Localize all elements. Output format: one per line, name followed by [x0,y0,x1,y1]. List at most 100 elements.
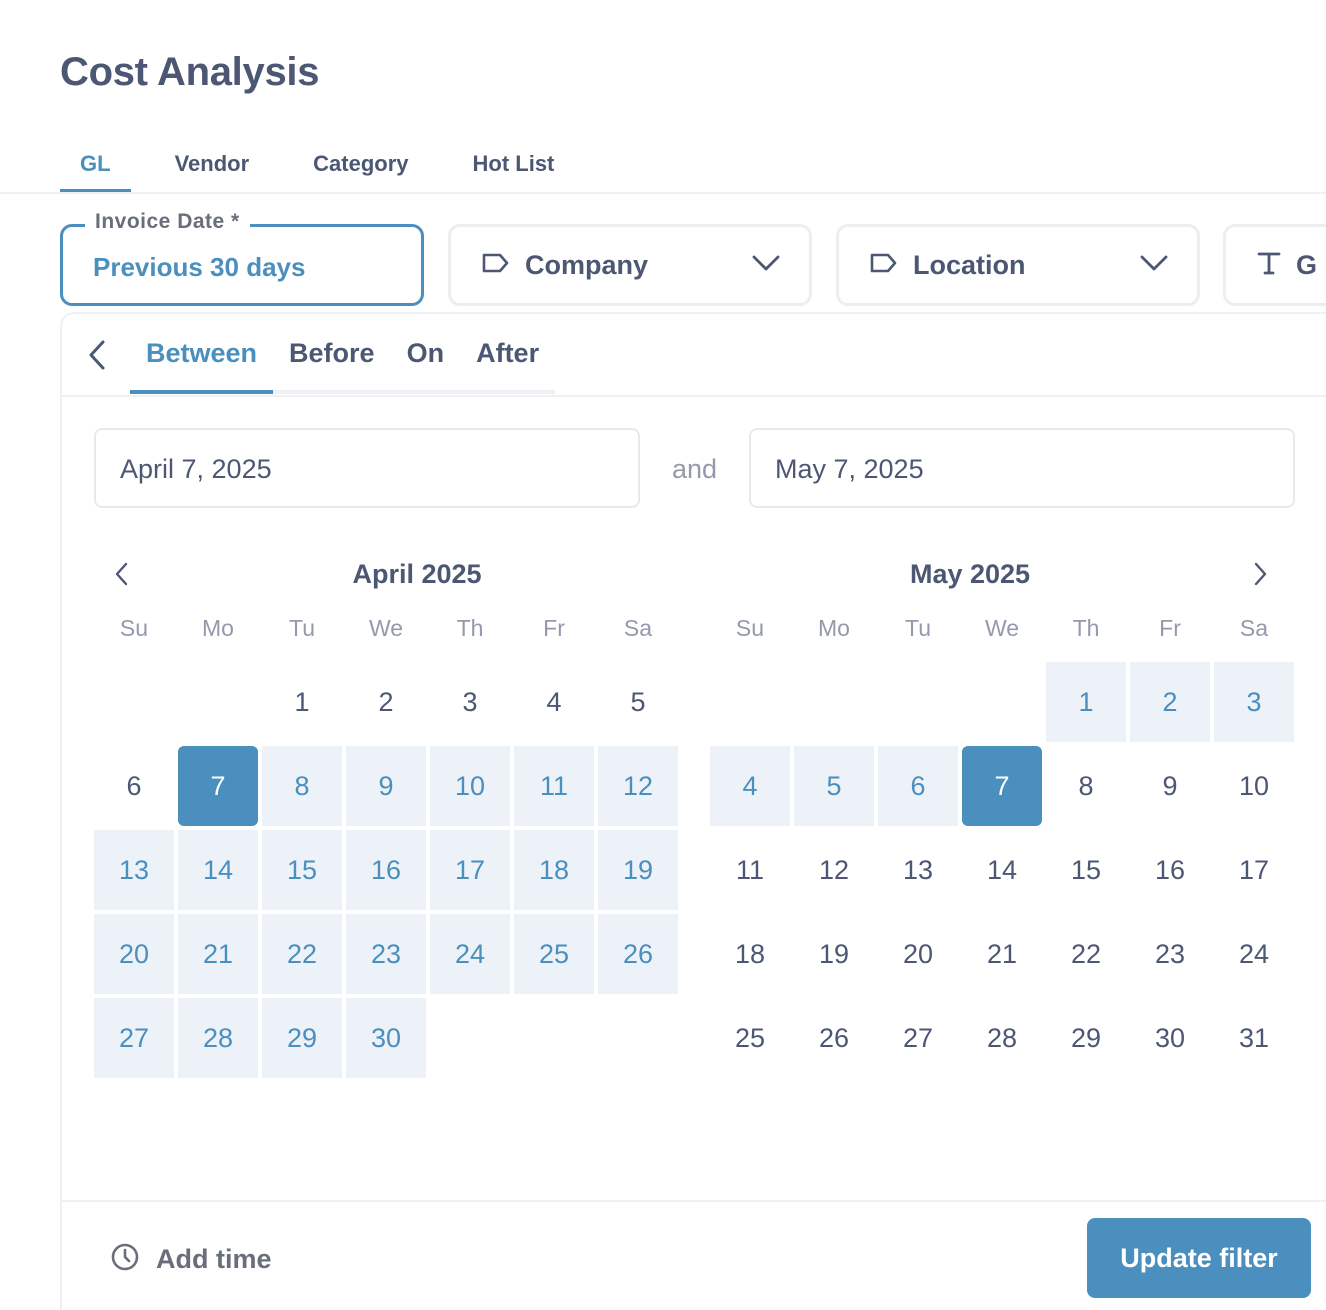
day-cell[interactable]: 18 [514,830,594,910]
day-cell[interactable]: 21 [986,938,1018,969]
update-filter-button[interactable]: Update filter [1087,1218,1311,1298]
tab-between[interactable]: Between [130,314,274,394]
back-chevron-icon[interactable] [87,339,109,376]
empty-day-cell [794,662,874,742]
day-cell[interactable]: 11 [514,746,594,826]
tag-icon [869,251,899,280]
tab-divider [0,192,1326,194]
invoice-date-filter[interactable]: Invoice Date * Previous 30 days [60,210,424,306]
location-filter-label: Location [913,249,1026,280]
day-cell[interactable]: 1 [294,686,310,717]
tab-on[interactable]: On [406,338,445,368]
day-cell[interactable]: 10 [430,746,510,826]
day-cell[interactable]: 13 [94,830,174,910]
day-grid: 1 2 3 4 5 6 7 8 9 10 11 12 13 14 15 16 17 18 19 20 21 22 23 24 2… [710,662,1294,1078]
day-cell[interactable]: 28 [178,998,258,1078]
day-cell[interactable]: 25 [514,914,594,994]
day-cell[interactable]: 21 [178,914,258,994]
weekday-label: Su [119,615,149,641]
day-cell[interactable]: 20 [94,914,174,994]
chevron-down-icon [751,253,781,278]
day-cell[interactable]: 12 [598,746,678,826]
day-cell[interactable]: 23 [1154,938,1186,969]
day-cell[interactable]: 8 [1078,770,1094,801]
day-cell[interactable]: 19 [598,830,678,910]
day-cell[interactable]: 16 [346,830,426,910]
tab-hot-list[interactable]: Hot List [472,151,555,176]
g-filter[interactable]: G [1223,224,1326,306]
day-cell[interactable]: 2 [1130,662,1210,742]
day-cell[interactable]: 4 [710,746,790,826]
day-cell[interactable]: 13 [902,854,934,885]
day-cell[interactable]: 5 [794,746,874,826]
day-cell[interactable]: 22 [1070,938,1102,969]
day-cell[interactable]: 29 [262,998,342,1078]
day-cell[interactable]: 28 [986,1022,1018,1053]
chevron-down-icon [1139,253,1169,278]
day-cell[interactable]: 15 [262,830,342,910]
add-time-label: Add time [156,1244,272,1274]
day-cell[interactable]: 12 [818,854,850,885]
weekday-label: We [368,615,404,641]
tab-category[interactable]: Category [313,151,409,176]
weekday-header: Su Mo Tu We Th Fr Sa [710,606,1294,662]
day-cell[interactable]: 27 [902,1022,934,1053]
day-cell[interactable]: 11 [735,854,765,885]
day-cell[interactable]: 7 [178,746,258,826]
day-cell[interactable]: 17 [1238,854,1270,885]
day-cell[interactable]: 22 [262,914,342,994]
day-cell[interactable]: 1 [1046,662,1126,742]
day-cell[interactable]: 7 [962,746,1042,826]
day-cell[interactable]: 17 [430,830,510,910]
day-cell[interactable]: 23 [346,914,426,994]
location-filter[interactable]: Location [836,224,1200,306]
day-cell[interactable]: 16 [1154,854,1186,885]
empty-day-cell [178,662,258,742]
tab-gl[interactable]: GL [60,145,131,193]
day-cell[interactable]: 20 [902,938,934,969]
end-date-input[interactable]: May 7, 2025 [749,428,1295,508]
day-cell[interactable]: 6 [126,770,142,801]
day-cell[interactable]: 2 [378,686,394,717]
day-cell[interactable]: 14 [178,830,258,910]
month-title: April 2025 [352,559,482,589]
day-cell[interactable]: 9 [346,746,426,826]
day-cell[interactable]: 19 [818,938,850,969]
day-grid: 1 2 3 4 5 6 7 8 9 10 11 12 13 14 15 16 17 18 19 20 21 22 23 24 2… [94,662,678,1078]
day-cell[interactable]: 3 [1214,662,1294,742]
day-cell[interactable]: 5 [630,686,646,717]
tab-after[interactable]: After [476,338,540,368]
day-cell[interactable]: 14 [986,854,1018,885]
company-filter[interactable]: Company [448,224,812,306]
start-date-input[interactable]: April 7, 2025 [94,428,640,508]
weekday-label: Tu [905,615,931,641]
day-cell[interactable]: 8 [262,746,342,826]
day-cell[interactable]: 24 [1238,938,1270,969]
day-cell[interactable]: 9 [1162,770,1178,801]
day-cell[interactable]: 29 [1070,1022,1102,1053]
add-time-button[interactable]: Add time [110,1242,272,1277]
day-cell[interactable]: 10 [1238,770,1270,801]
day-cell[interactable]: 27 [94,998,174,1078]
clock-icon [110,1242,140,1277]
weekday-label: Th [1072,615,1100,641]
day-cell[interactable]: 24 [430,914,510,994]
day-cell[interactable]: 30 [1154,1022,1186,1053]
day-cell[interactable]: 4 [546,686,562,717]
day-cell[interactable]: 30 [346,998,426,1078]
day-cell[interactable]: 31 [1238,1022,1270,1053]
day-cell[interactable]: 18 [734,938,766,969]
day-cell[interactable]: 6 [878,746,958,826]
day-cell[interactable]: 15 [1070,854,1102,885]
day-cell[interactable]: 26 [598,914,678,994]
tab-vendor[interactable]: Vendor [174,151,250,176]
day-cell[interactable]: 25 [734,1022,766,1053]
previous-month-icon[interactable] [114,561,130,592]
invoice-date-label: Invoice Date * [85,210,250,234]
tab-before[interactable]: Before [289,338,375,368]
weekday-label: Fr [543,615,565,641]
tag-icon [481,251,511,280]
next-month-icon[interactable] [1252,561,1268,592]
day-cell[interactable]: 26 [818,1022,850,1053]
day-cell[interactable]: 3 [462,686,478,717]
